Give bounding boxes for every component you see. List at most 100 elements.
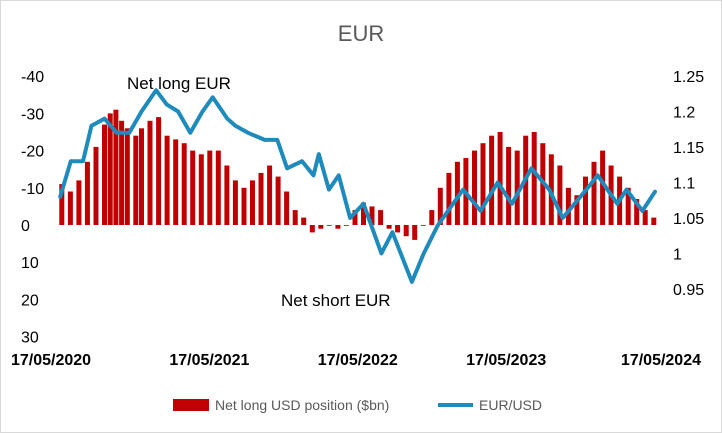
- bar: [437, 187, 443, 225]
- right-tick-label: 1.15: [673, 140, 704, 157]
- bar: [241, 187, 247, 225]
- left-tick-label: 30: [21, 330, 39, 347]
- bar: [557, 165, 563, 225]
- bar: [335, 225, 341, 229]
- bar: [59, 184, 65, 225]
- x-tick-label: 17/05/2020: [11, 352, 91, 369]
- bar: [583, 176, 588, 225]
- right-axis: 1.25 1.2 1.15 1.1 1.05 1 0.95: [673, 69, 704, 299]
- bar: [420, 225, 426, 226]
- bar: [352, 210, 358, 225]
- bar: [147, 120, 153, 225]
- bar: [386, 225, 392, 229]
- legend-label-bar: Net long USD position ($bn): [215, 397, 389, 413]
- bar: [489, 135, 495, 225]
- bar: [301, 217, 307, 225]
- bar: [326, 225, 332, 226]
- bar: [224, 165, 230, 225]
- bar-series: [59, 109, 657, 240]
- bar: [651, 217, 657, 225]
- bar: [472, 150, 477, 225]
- left-tick-label: -40: [21, 69, 44, 86]
- left-tick-label: -10: [21, 181, 44, 198]
- bar: [369, 206, 375, 225]
- x-axis: 17/05/2020 17/05/2021 17/05/2022 17/05/2023…: [11, 352, 701, 369]
- right-tick-label: 1.05: [673, 211, 704, 228]
- line-series: [58, 88, 657, 284]
- x-tick-label: 17/05/2024: [621, 352, 701, 369]
- x-tick-label: 17/05/2022: [318, 352, 398, 369]
- bar: [395, 225, 401, 233]
- bar: [591, 161, 597, 225]
- bar: [207, 150, 213, 225]
- legend-swatch-bar: [173, 399, 209, 411]
- bar: [497, 132, 503, 225]
- right-tick-label: 1.25: [673, 69, 704, 86]
- bar: [258, 172, 264, 225]
- left-axis: -40 -30 -20 -10 0 10 20 30: [21, 69, 44, 346]
- bar: [102, 124, 107, 225]
- right-tick-label: 1.1: [673, 176, 695, 193]
- bar: [625, 187, 631, 225]
- bar: [506, 146, 512, 225]
- bar: [119, 120, 125, 225]
- bar: [215, 150, 221, 225]
- bar: [634, 199, 640, 225]
- bar: [574, 195, 580, 225]
- bar: [113, 109, 119, 225]
- x-tick-label: 17/05/2023: [466, 352, 546, 369]
- bar: [361, 202, 366, 225]
- bar: [480, 143, 486, 225]
- bar: [642, 210, 648, 225]
- left-tick-label: 10: [21, 255, 39, 272]
- left-tick-label: 0: [21, 218, 30, 235]
- right-tick-label: 1: [673, 247, 682, 264]
- bar: [67, 191, 73, 225]
- bar: [250, 180, 255, 225]
- bar: [292, 210, 298, 225]
- bar: [190, 150, 196, 225]
- bar: [446, 172, 452, 225]
- legend: Net long USD position ($bn) EUR/USD: [173, 397, 542, 413]
- bar: [84, 161, 90, 225]
- eurusd-line: [58, 88, 657, 284]
- bar: [139, 128, 144, 225]
- bar: [378, 210, 384, 225]
- right-tick-label: 1.2: [673, 105, 695, 122]
- bar: [93, 146, 99, 225]
- bar: [181, 143, 187, 225]
- bar: [514, 150, 520, 225]
- x-tick-label: 17/05/2021: [169, 352, 249, 369]
- right-tick-label: 0.95: [673, 282, 704, 299]
- bar: [318, 225, 324, 229]
- bar: [600, 150, 606, 225]
- bar: [107, 113, 113, 225]
- bar: [565, 187, 571, 225]
- bar: [275, 176, 281, 225]
- bar: [124, 128, 130, 225]
- bar: [454, 161, 460, 225]
- bar: [173, 139, 179, 225]
- bar: [156, 117, 162, 225]
- bar: [267, 165, 273, 225]
- bar: [164, 135, 170, 225]
- bar: [232, 180, 238, 225]
- bar: [76, 180, 82, 225]
- left-tick-label: 20: [21, 292, 39, 309]
- bar: [198, 154, 204, 225]
- legend-label-line: EUR/USD: [479, 397, 542, 413]
- bar: [343, 225, 349, 226]
- bar: [133, 135, 139, 225]
- chart-title: EUR: [338, 21, 384, 46]
- bar: [412, 225, 418, 240]
- left-tick-label: -30: [21, 106, 44, 123]
- bar: [403, 225, 409, 237]
- annotation-net-long: Net long EUR: [127, 74, 231, 93]
- bar: [429, 210, 435, 225]
- bar: [284, 191, 290, 225]
- bar: [531, 132, 537, 225]
- bar: [309, 225, 315, 233]
- annotation-net-short: Net short EUR: [281, 291, 391, 310]
